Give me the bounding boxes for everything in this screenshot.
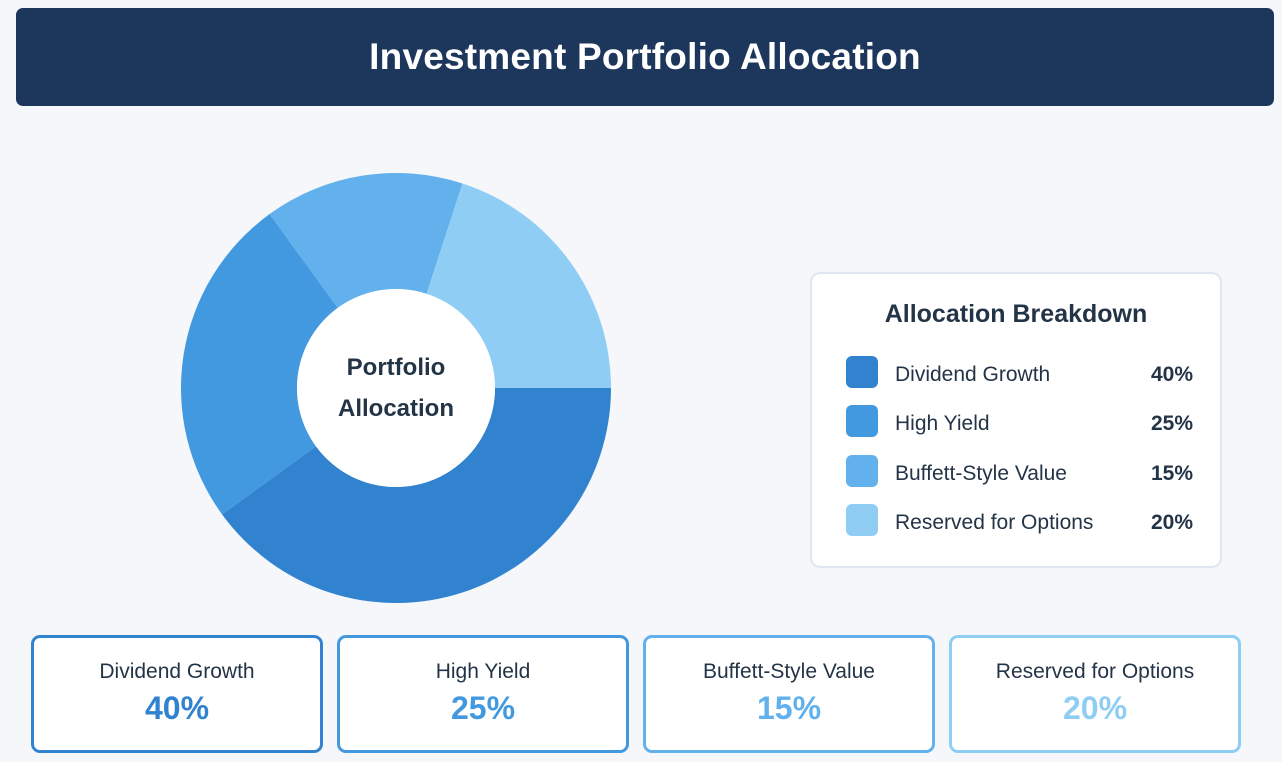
allocation-legend: Allocation Breakdown Dividend Growth 40%…	[810, 272, 1222, 568]
legend-item-dividend-growth: Dividend Growth 40%	[846, 356, 1196, 390]
card-value: 15%	[756, 690, 822, 726]
legend-item-reserved-for-options: Reserved for Options 20%	[846, 504, 1196, 538]
card-value: 25%	[450, 690, 516, 726]
page-header: Investment Portfolio Allocation	[16, 8, 1274, 106]
legend-label: Dividend Growth	[895, 363, 1051, 386]
summary-card-reserved-for-options: Reserved for Options 20%	[949, 635, 1241, 753]
donut-hole	[297, 289, 495, 487]
legend-swatch	[846, 405, 878, 437]
donut-slice-high-yield	[180, 214, 338, 515]
legend-value: 40%	[1150, 363, 1193, 386]
legend-item-buffett-style-value: Buffett-Style Value 15%	[846, 455, 1196, 489]
legend-swatch	[846, 504, 878, 536]
donut-chart: Portfolio Allocation	[170, 162, 622, 614]
card-label: Dividend Growth	[99, 660, 255, 683]
card-value: 40%	[144, 690, 210, 726]
legend-swatch	[846, 455, 878, 487]
donut-slice-reserved-for-options	[426, 183, 611, 388]
legend-label: Buffett-Style Value	[895, 462, 1067, 485]
donut-slice-buffett-style-value	[269, 173, 463, 308]
legend-title: Allocation Breakdown	[884, 300, 1148, 328]
legend-item-high-yield: High Yield 25%	[846, 405, 1196, 439]
donut-slice-dividend-growth	[222, 388, 611, 603]
card-label: Buffett-Style Value	[703, 660, 875, 683]
legend-value: 15%	[1150, 462, 1193, 485]
card-label: High Yield	[435, 660, 531, 683]
card-value: 20%	[1062, 690, 1128, 726]
card-label: Reserved for Options	[995, 660, 1195, 683]
legend-label: Reserved for Options	[895, 511, 1094, 534]
summary-card-high-yield: High Yield 25%	[337, 635, 629, 753]
summary-card-dividend-growth: Dividend Growth 40%	[31, 635, 323, 753]
legend-label: High Yield	[895, 412, 990, 435]
legend-swatch	[846, 356, 878, 388]
page-title: Investment Portfolio Allocation	[369, 36, 921, 77]
legend-value: 20%	[1150, 511, 1193, 534]
legend-value: 25%	[1150, 412, 1193, 435]
donut-chart-svg	[180, 173, 611, 603]
summary-card-buffett-style-value: Buffett-Style Value 15%	[643, 635, 935, 753]
